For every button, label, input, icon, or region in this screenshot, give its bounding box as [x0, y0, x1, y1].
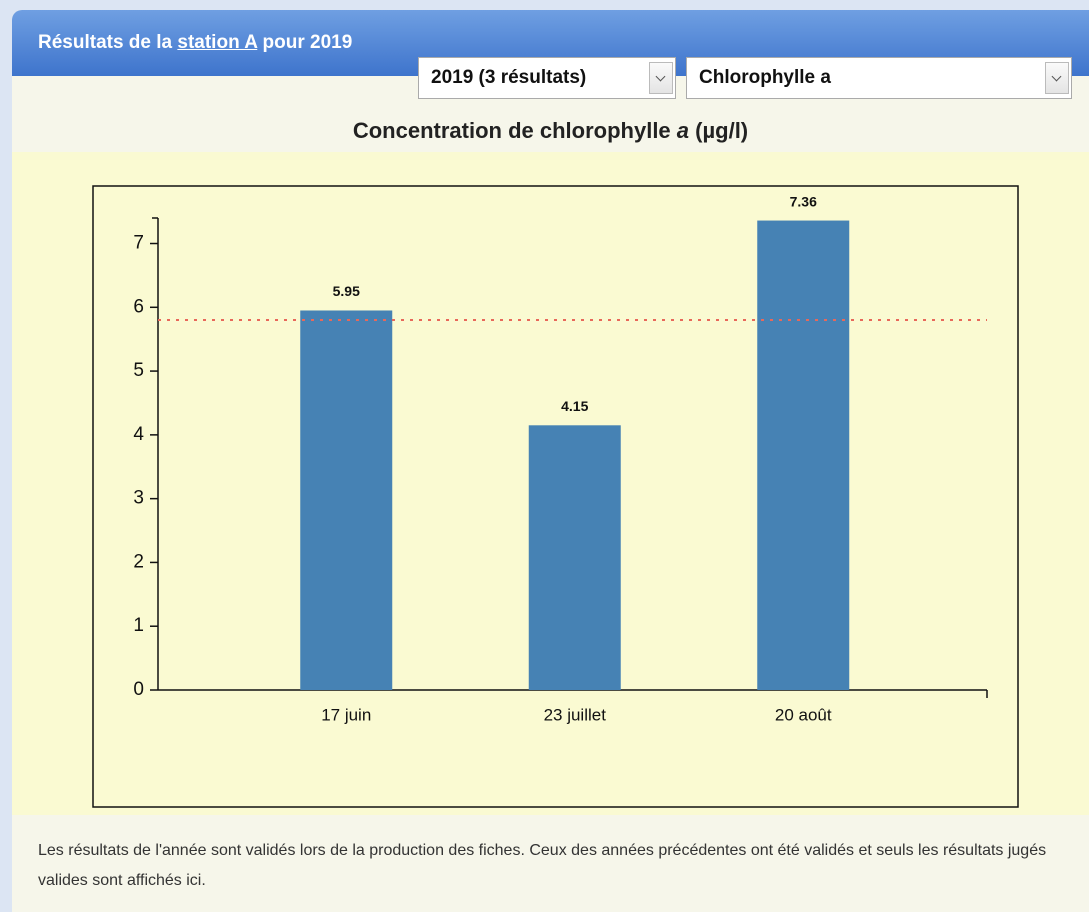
- station-link[interactable]: station A: [177, 32, 258, 53]
- y-tick-label: 0: [133, 679, 144, 700]
- title-text: Résultats de la: [38, 32, 178, 53]
- value-label: 5.95: [333, 283, 360, 299]
- chart-area: 0 1 2 3 4 5 6 7 5.95 17 juin 4.15 23 juillet 7.36 20 …: [12, 152, 1089, 815]
- results-panel: Résultats de la station A pour 2019 2019…: [12, 10, 1089, 912]
- y-tick-label: 7: [133, 233, 144, 254]
- title-italic: a: [676, 118, 690, 143]
- dropdown-arrow[interactable]: [1045, 62, 1069, 94]
- header-title: Résultats de la station A pour 2019: [38, 32, 352, 54]
- bar: [528, 425, 621, 690]
- y-tick-label: 5: [133, 360, 144, 381]
- y-tick-label: 4: [133, 424, 144, 445]
- y-tick-label: 6: [133, 296, 144, 317]
- y-tick-label: 3: [133, 488, 144, 509]
- footer-note: Les résultats de l'année sont validés lo…: [38, 842, 1047, 889]
- value-label: 7.36: [790, 193, 817, 209]
- parameter-select[interactable]: Chlorophylle a: [686, 57, 1072, 99]
- x-tick-label: 17 juin: [321, 705, 371, 724]
- title-text: (µg/l): [689, 118, 749, 143]
- plot-frame: [92, 185, 1019, 808]
- select-value: 2019 (3 résultats): [431, 67, 587, 88]
- title-text: Concentration de chlorophylle: [352, 118, 677, 143]
- title-text: pour 2019: [257, 32, 353, 53]
- dropdown-arrow[interactable]: [649, 62, 673, 94]
- chart: 0 1 2 3 4 5 6 7 5.95 17 juin 4.15 23 juillet 7.36 20 …: [92, 185, 1019, 808]
- select-value: Chlorophylle a: [699, 67, 831, 88]
- bar: [757, 220, 850, 690]
- x-tick-label: 20 août: [775, 705, 832, 724]
- year-select[interactable]: 2019 (3 résultats): [418, 57, 676, 99]
- y-tick-label: 1: [133, 615, 144, 636]
- y-tick-label: 2: [133, 551, 144, 572]
- x-tick-label: 23 juillet: [544, 705, 607, 724]
- chart-title: Concentration de chlorophylle a (µg/l): [12, 118, 1089, 144]
- value-label: 4.15: [561, 398, 588, 414]
- bar: [300, 310, 393, 690]
